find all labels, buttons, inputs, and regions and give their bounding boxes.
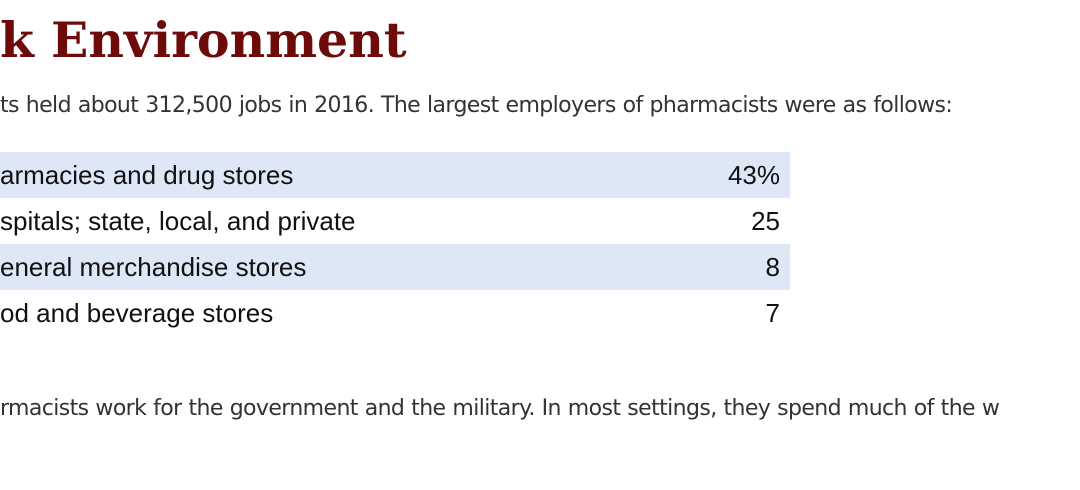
table-row: od and beverage stores 7 — [0, 290, 790, 336]
intro-paragraph: ts held about 312,500 jobs in 2016. The … — [0, 93, 953, 118]
employer-label: armacies and drug stores — [0, 152, 673, 198]
employer-percent: 8 — [672, 244, 790, 290]
employer-label: od and beverage stores — [0, 297, 274, 328]
table-row: armacies and drug stores 43% — [0, 152, 790, 198]
employer-label: spitals; state, local, and private — [0, 205, 356, 236]
table-row: spitals; state, local, and private 25 — [0, 198, 790, 244]
section-heading: k Environment — [0, 11, 407, 69]
outro-paragraph: rmacists work for the government and the… — [0, 396, 1000, 421]
employers-table: armacies and drug stores 43% spitals; st… — [0, 152, 790, 336]
employer-percent: 25 — [751, 205, 780, 236]
employer-label: eneral merchandise stores — [0, 244, 673, 290]
table-row: eneral merchandise stores 8 — [0, 244, 790, 290]
employer-percent: 43% — [672, 152, 790, 198]
employer-percent: 7 — [765, 297, 780, 328]
